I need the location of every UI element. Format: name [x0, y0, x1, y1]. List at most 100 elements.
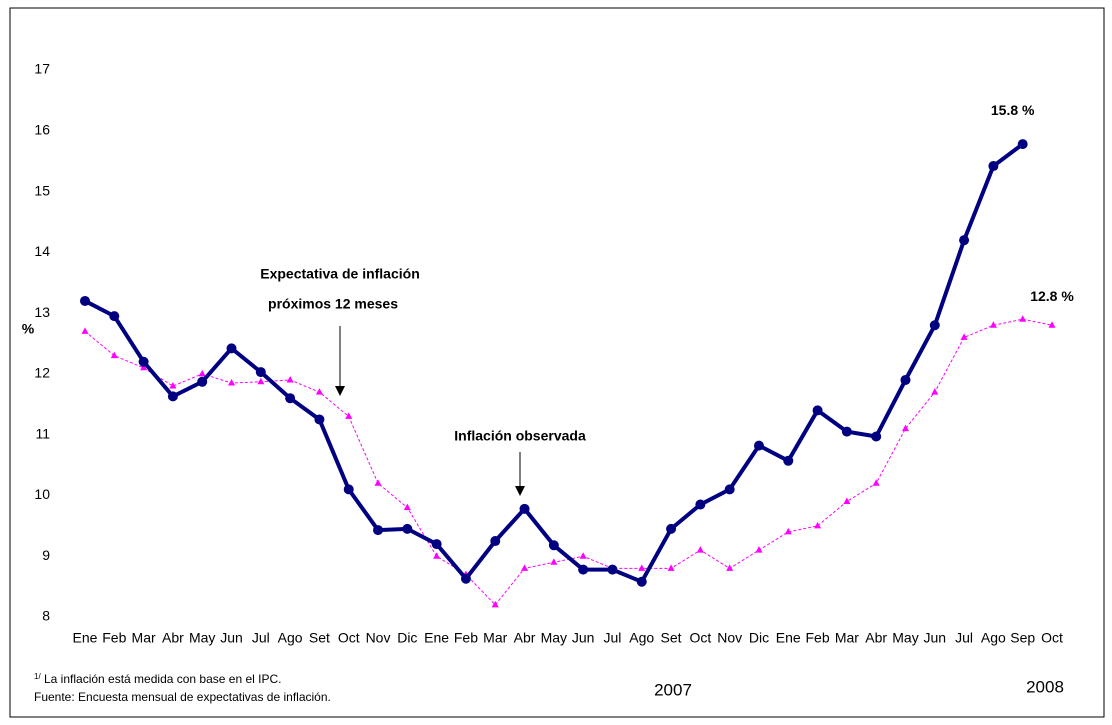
inflation-marker [431, 539, 442, 550]
expectation-marker [81, 327, 89, 334]
x-tick-label: Ago [981, 630, 1006, 646]
expectation-marker [1048, 321, 1056, 328]
x-tick-label: May [892, 630, 918, 646]
expectation-marker [579, 552, 587, 559]
x-tick-label: Mar [835, 630, 859, 646]
expectation-marker [140, 363, 148, 371]
y-tick-label: 8 [42, 608, 50, 624]
inflation-marker [167, 391, 178, 402]
annotation: Expectativa de inflación [260, 266, 420, 282]
y-tick-label: 17 [34, 61, 50, 77]
expectation-marker [989, 321, 997, 328]
inflation-marker [255, 367, 266, 378]
expectation-marker [169, 382, 177, 389]
x-tick-label: Sep [1010, 630, 1035, 646]
y-tick-label: 9 [42, 547, 50, 563]
inflation-marker [402, 523, 413, 534]
expectation-marker [257, 377, 265, 385]
inflation-marker [226, 343, 237, 354]
x-tick-label: Ene [776, 630, 801, 646]
value-label: 12.8 % [1030, 288, 1074, 304]
inflation-marker [197, 376, 208, 387]
expectation-marker [491, 600, 499, 608]
inflation-marker [1017, 139, 1028, 150]
x-tick-label: Jul [955, 630, 973, 646]
x-tick-label: Nov [366, 630, 391, 646]
inflation-marker [519, 503, 530, 514]
expectation-marker [228, 379, 236, 386]
inflation-marker [80, 295, 90, 306]
expectation-marker [931, 388, 939, 395]
x-tick-label: May [189, 630, 215, 646]
expectation-marker [374, 479, 382, 486]
x-tick-label: Jul [604, 630, 622, 646]
inflation-marker [285, 393, 296, 404]
x-tick-label: Mar [132, 630, 156, 646]
expectation-marker [1019, 315, 1027, 322]
x-tick-label: Jun [923, 630, 946, 646]
value-label: 15.8 % [991, 102, 1035, 118]
x-tick-label: Ago [278, 630, 303, 646]
inflation-marker [490, 536, 501, 547]
expectation-marker [843, 497, 851, 505]
inflation-marker [666, 523, 677, 534]
y-tick-label: 10 [34, 486, 50, 502]
x-tick-label: Feb [806, 630, 830, 646]
source: Fuente: Encuesta mensual de expectativas… [34, 690, 331, 704]
x-tick-label: Mar [483, 630, 507, 646]
expectation-marker [667, 564, 675, 571]
annotation-arrow [335, 326, 345, 396]
x-tick-label: Ene [424, 630, 449, 646]
expectation-marker [198, 369, 206, 377]
x-tick-label: Feb [454, 630, 478, 646]
inflation-marker [812, 405, 823, 416]
inflation-marker [988, 161, 999, 172]
x-tick-label: Oct [338, 630, 360, 646]
inflation-marker [373, 525, 384, 536]
expectation-marker [784, 527, 792, 535]
inflation-marker [636, 576, 647, 587]
expectation-marker [433, 552, 441, 559]
y-tick-label: 16 [34, 121, 50, 137]
year-label: 2008 [1026, 677, 1064, 696]
annotation: Inflación observada [454, 428, 586, 444]
expectation-marker [755, 546, 763, 553]
chart-frame [9, 7, 1105, 718]
inflation-marker [314, 414, 325, 425]
x-tick-label: Set [661, 630, 682, 646]
x-tick-label: Dic [749, 630, 769, 646]
inflation-marker [871, 431, 882, 442]
inflation-marker [724, 484, 735, 495]
expectation-marker [872, 479, 880, 486]
x-tick-label: May [541, 630, 567, 646]
y-tick-label: 11 [35, 425, 50, 441]
expectation-marker [110, 351, 118, 359]
expectation-marker [403, 503, 411, 511]
x-tick-label: Ene [73, 630, 98, 646]
inflation-marker [109, 311, 120, 322]
expectation-marker [345, 412, 353, 419]
x-tick-label: Abr [514, 630, 536, 646]
expectation-marker [550, 558, 558, 565]
inflation-marker [460, 573, 471, 584]
y-tick-label: 15 [34, 182, 50, 198]
annotation-arrow [515, 452, 525, 496]
x-tick-label: Jun [572, 630, 595, 646]
y-tick-label: 12 [34, 365, 50, 381]
y-axis-label: % [22, 321, 35, 337]
y-tick-label: 13 [34, 304, 50, 320]
x-tick-label: Set [309, 630, 330, 646]
x-tick-label: Oct [689, 630, 711, 646]
x-tick-label: Jul [252, 630, 270, 646]
x-tick-label: Oct [1041, 630, 1063, 646]
inflation-marker [343, 484, 354, 495]
x-tick-label: Feb [102, 630, 126, 646]
expectation-marker [638, 564, 646, 571]
expectation-marker [814, 521, 822, 529]
inflation-marker [841, 426, 852, 437]
year-label: 2007 [654, 680, 692, 699]
inflation-marker [959, 235, 970, 246]
inflation-marker [900, 374, 911, 385]
